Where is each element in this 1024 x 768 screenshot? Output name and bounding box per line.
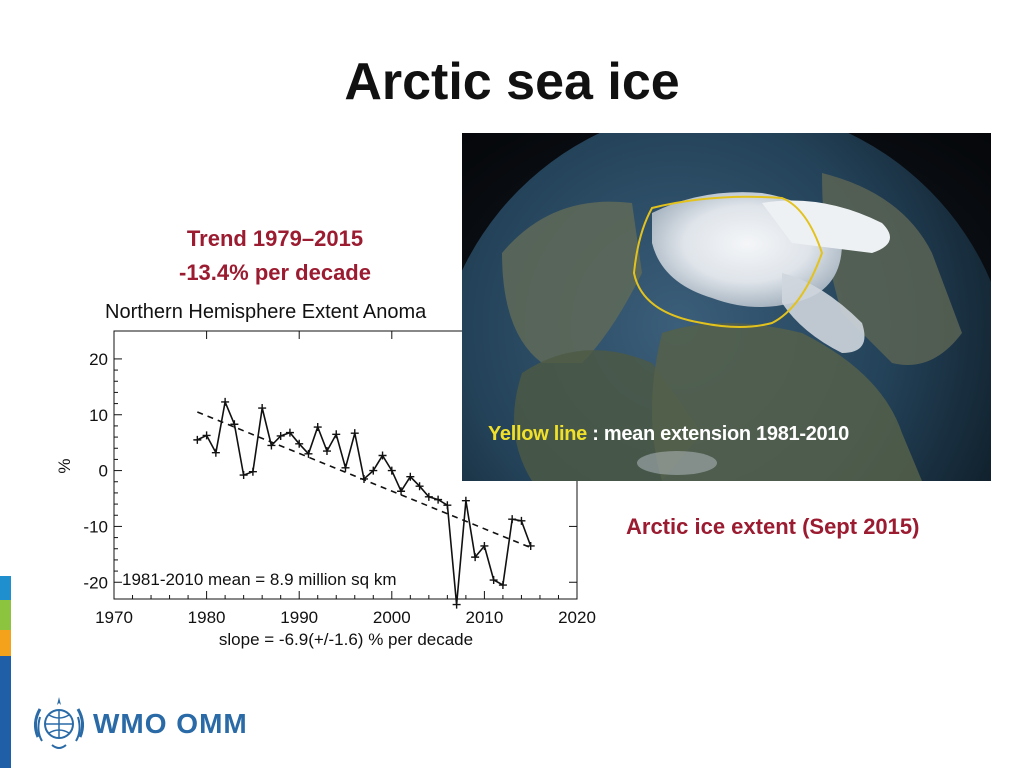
trend-line: [197, 411, 532, 549]
y-axis-label: %: [55, 458, 74, 473]
data-point: [350, 429, 359, 438]
wmo-emblem-icon: [33, 697, 85, 749]
data-point: [341, 463, 350, 472]
trend-text: Trend 1979–2015 -13.4% per decade: [150, 222, 400, 290]
ice-extent-caption: Arctic ice extent (Sept 2015): [626, 514, 920, 539]
color-sidebar: [0, 576, 11, 768]
sidebar-stripe-blue: [0, 576, 11, 600]
x-axis-label: slope = -6.9(+/-1.6) % per decade: [219, 630, 473, 649]
trend-rate: -13.4% per decade: [179, 260, 371, 285]
data-point: [276, 431, 285, 440]
sidebar-stripe-navy: [0, 656, 11, 768]
y-tick-label: 10: [89, 406, 108, 425]
data-point: [434, 495, 443, 504]
data-point: [387, 466, 396, 475]
chart-title: Northern Hemisphere Extent Anoma: [105, 301, 427, 323]
yellow-line-label: Yellow line: [488, 423, 587, 445]
globe-illustration: [462, 133, 991, 481]
data-point: [211, 448, 220, 457]
data-point: [332, 430, 341, 439]
data-point: [285, 428, 294, 437]
y-tick-label: -10: [83, 517, 108, 536]
slide-title: Arctic sea ice: [344, 53, 680, 111]
data-point: [498, 581, 507, 590]
data-point: [508, 515, 517, 524]
y-tick-label: -20: [83, 573, 108, 592]
data-point: [415, 482, 424, 491]
data-point: [517, 516, 526, 525]
arctic-globe-image: Yellow line : mean extension 1981-2010: [462, 133, 991, 481]
data-point: [258, 404, 267, 413]
data-point: [193, 435, 202, 444]
data-point: [202, 431, 211, 440]
data-point: [471, 553, 480, 562]
data-point: [452, 600, 461, 609]
x-tick-label: 2010: [465, 608, 503, 627]
data-point: [397, 487, 406, 496]
trend-period: Trend 1979–2015: [186, 226, 364, 251]
x-tick-label: 1980: [188, 608, 226, 627]
data-point: [239, 471, 248, 480]
data-point: [248, 467, 257, 476]
data-point: [313, 423, 322, 432]
data-point: [221, 397, 230, 406]
data-point: [480, 541, 489, 550]
data-point: [230, 420, 239, 429]
chart-annotation: 1981-2010 mean = 8.9 million sq km: [122, 570, 397, 589]
data-point: [295, 439, 304, 448]
mean-extension-label: : mean extension 1981-2010: [586, 423, 850, 445]
x-tick-label: 1990: [280, 608, 318, 627]
x-tick-label: 1970: [95, 608, 133, 627]
x-tick-label: 2020: [558, 608, 596, 627]
sidebar-stripe-orange: [0, 630, 11, 656]
sidebar-stripe-green: [0, 600, 11, 630]
photo-caption: Yellow line : mean extension 1981-2010: [488, 423, 849, 446]
wmo-logo-text: WMO OMM: [93, 708, 248, 739]
data-point: [406, 472, 415, 481]
x-tick-label: 2000: [373, 608, 411, 627]
data-point: [461, 496, 470, 505]
y-tick-label: 0: [99, 462, 108, 481]
data-point: [378, 451, 387, 460]
data-point: [322, 447, 331, 456]
data-point: [489, 576, 498, 585]
y-tick-label: 20: [89, 350, 108, 369]
data-point: [304, 449, 313, 458]
data-point: [369, 466, 378, 475]
data-point: [443, 501, 452, 510]
data-point: [424, 492, 433, 501]
